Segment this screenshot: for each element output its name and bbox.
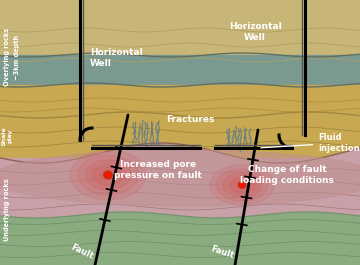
Polygon shape	[0, 158, 360, 215]
Text: Horizontal
Well: Horizontal Well	[90, 48, 143, 68]
Text: Horizontal
Well: Horizontal Well	[229, 22, 282, 42]
Text: Change of fault
loading conditions: Change of fault loading conditions	[240, 165, 334, 185]
Polygon shape	[0, 215, 360, 265]
Ellipse shape	[238, 182, 246, 188]
Text: Fault: Fault	[69, 243, 95, 261]
Ellipse shape	[93, 165, 123, 185]
Text: Fractures: Fractures	[166, 116, 214, 125]
Ellipse shape	[78, 155, 138, 195]
Ellipse shape	[223, 173, 261, 197]
Polygon shape	[0, 55, 360, 85]
Ellipse shape	[235, 181, 248, 189]
Ellipse shape	[85, 160, 131, 190]
Ellipse shape	[70, 150, 146, 200]
Ellipse shape	[100, 170, 116, 180]
Ellipse shape	[240, 183, 244, 187]
Ellipse shape	[210, 165, 274, 205]
Text: Shale
play: Shale play	[1, 126, 12, 146]
Text: Overlying rocks: Overlying rocks	[4, 28, 10, 86]
Ellipse shape	[229, 177, 255, 193]
Text: Fluid
injection: Fluid injection	[261, 133, 360, 153]
Ellipse shape	[216, 169, 267, 201]
Polygon shape	[0, 0, 360, 55]
Polygon shape	[0, 115, 360, 158]
Text: Fault: Fault	[209, 244, 235, 260]
Polygon shape	[0, 85, 360, 115]
Text: ~3km depth: ~3km depth	[14, 34, 20, 80]
Text: Increased pore
pressure on fault: Increased pore pressure on fault	[114, 160, 202, 180]
Ellipse shape	[0, 150, 360, 206]
Ellipse shape	[104, 171, 112, 179]
Ellipse shape	[106, 173, 110, 177]
Text: Underlying rocks: Underlying rocks	[4, 179, 10, 241]
